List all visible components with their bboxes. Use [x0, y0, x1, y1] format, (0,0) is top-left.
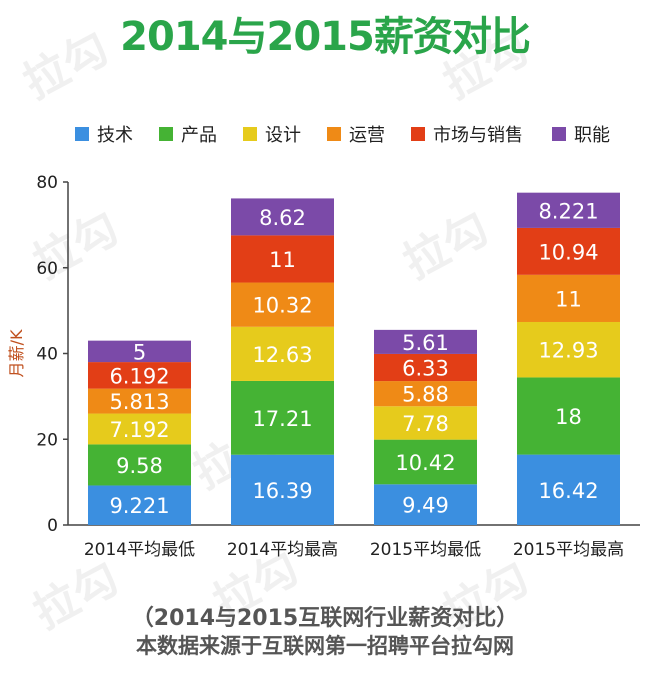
bar-segment — [517, 274, 620, 322]
bar-segment — [231, 282, 334, 327]
data-label: 6.33 — [402, 356, 449, 380]
data-label: 8.62 — [259, 206, 306, 230]
bar-segment — [374, 439, 477, 485]
data-label: 10.94 — [538, 240, 598, 264]
axis: 0 20 40 60 80 月薪/K — [7, 173, 640, 536]
bar-segment — [88, 388, 191, 414]
chart-title: 2014与2015薪资对比 — [120, 14, 531, 60]
y-tick-label: 80 — [36, 173, 58, 193]
data-label: 5.88 — [402, 383, 449, 407]
data-label: 9.49 — [402, 494, 449, 518]
legend-label: 设计 — [265, 125, 301, 146]
y-tick-label: 20 — [36, 430, 58, 450]
data-label: 10.32 — [252, 294, 312, 318]
legend-swatch — [243, 127, 257, 141]
bar-segment — [517, 192, 620, 228]
stacked-bar-chart: 技术 产品 设计 运营 市场与销售 职能 0 20 40 60 80 月薪/K 9.221 9.58 7… — [7, 125, 640, 560]
x-tick-label: 2015平均最高 — [513, 540, 624, 560]
data-label: 5 — [133, 340, 146, 364]
y-tick-label: 0 — [47, 516, 58, 536]
bar-segment — [88, 413, 191, 445]
bar-segment — [374, 484, 477, 525]
bar-segment — [231, 380, 334, 455]
legend-label: 产品 — [181, 125, 217, 146]
bar-segment — [88, 340, 191, 363]
bar-segment — [231, 235, 334, 283]
bar-segment — [374, 353, 477, 382]
data-label: 7.78 — [402, 412, 449, 436]
bar-segment — [88, 485, 191, 525]
x-tick-label: 2014平均最高 — [227, 540, 338, 560]
data-label: 10.42 — [395, 451, 455, 475]
data-label: 16.39 — [252, 479, 312, 503]
data-label: 9.58 — [116, 454, 163, 478]
data-label: 5.813 — [109, 390, 169, 414]
legend-label: 技术 — [97, 125, 133, 146]
x-tick-labels: 2014平均最低 2014平均最高 2015平均最低 2015平均最高 — [84, 540, 624, 560]
bar-segment — [517, 454, 620, 525]
legend: 技术 产品 设计 运营 市场与销售 职能 — [75, 125, 610, 146]
y-axis-label: 月薪/K — [7, 329, 26, 377]
footer-source: 本数据来源于互联网第一招聘平台拉勾网 — [136, 634, 514, 658]
data-label: 8.221 — [538, 199, 598, 223]
footer-caption: （2014与2015互联网行业薪资对比） — [131, 606, 519, 631]
bar-segment — [374, 406, 477, 440]
legend-swatch — [159, 127, 173, 141]
legend-swatch — [327, 127, 341, 141]
bar-segment — [374, 329, 477, 354]
bar-segment — [374, 381, 477, 407]
data-label: 11 — [269, 248, 296, 272]
data-label: 11 — [555, 287, 582, 311]
data-label: 18 — [555, 405, 582, 429]
bar-segment — [231, 454, 334, 525]
data-label: 9.221 — [109, 494, 169, 518]
bar-segment — [88, 444, 191, 486]
legend-label: 市场与销售 — [433, 125, 523, 146]
bar-segment — [231, 198, 334, 236]
y-tick-label: 60 — [36, 259, 58, 279]
data-label: 5.61 — [402, 331, 449, 355]
data-label: 17.21 — [252, 407, 312, 431]
bar-segment — [517, 377, 620, 455]
data-label: 16.42 — [538, 479, 598, 503]
x-tick-label: 2014平均最低 — [84, 540, 195, 560]
legend-swatch — [411, 127, 425, 141]
bar-segment — [231, 326, 334, 381]
bar-segment — [517, 321, 620, 378]
bar-segment — [517, 227, 620, 275]
legend-swatch — [552, 127, 566, 141]
data-label: 12.63 — [252, 343, 312, 367]
legend-label: 运营 — [349, 125, 385, 146]
x-tick-label: 2015平均最低 — [370, 540, 481, 560]
data-label: 12.93 — [538, 339, 598, 363]
y-tick-label: 40 — [36, 345, 58, 365]
data-label: 7.192 — [109, 418, 169, 442]
legend-swatch — [75, 127, 89, 141]
legend-label: 职能 — [574, 125, 610, 146]
bar-segment — [88, 362, 191, 389]
data-label: 6.192 — [109, 364, 169, 388]
